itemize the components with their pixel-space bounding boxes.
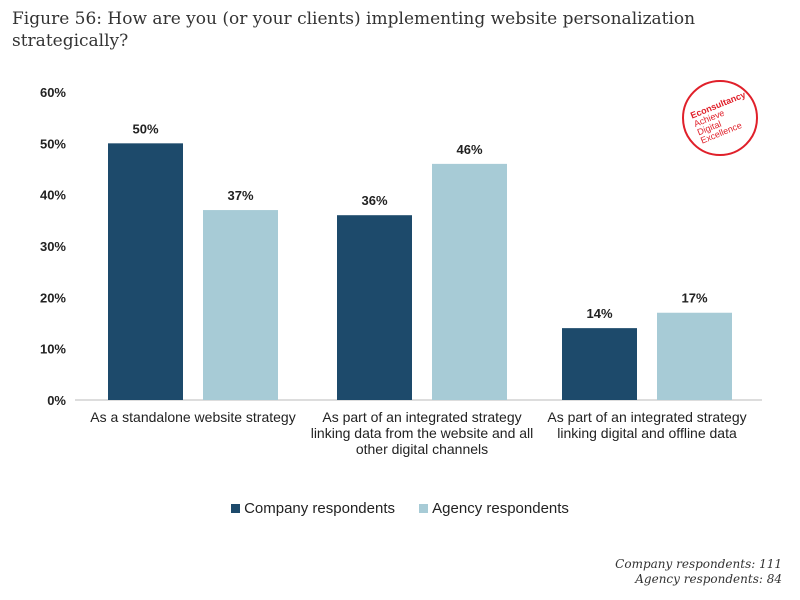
category-label: As part of an integrated strategy linkin…: [547, 409, 747, 441]
legend-swatch-agency: [419, 504, 429, 513]
econsultancy-logo: Econsultancy Achieve Digital Excellence: [682, 80, 758, 156]
data-label: 17%: [681, 291, 707, 306]
bar-company: [108, 143, 183, 401]
y-tick-label: 0%: [47, 393, 66, 408]
bar-agency: [432, 163, 507, 400]
legend-company: Company respondents: [231, 500, 395, 517]
bar-agency: [657, 312, 732, 400]
data-label: 37%: [227, 188, 253, 203]
bar-company: [337, 215, 412, 400]
bar-company: [562, 328, 637, 400]
data-label: 36%: [361, 193, 387, 208]
sample-notes: Company respondents: 111 Agency responde…: [615, 557, 782, 587]
data-label: 46%: [456, 142, 482, 157]
y-tick-label: 30%: [40, 239, 66, 254]
note-company: Company respondents: 111: [615, 557, 782, 571]
legend-label: Company respondents: [244, 500, 395, 517]
legend-agency: Agency respondents: [419, 500, 569, 517]
legend-label: Agency respondents: [432, 500, 569, 517]
category-label: As part of an integrated strategy linkin…: [310, 409, 534, 457]
y-tick-label: 20%: [40, 290, 66, 305]
legend-swatch-company: [231, 504, 241, 513]
y-tick-label: 40%: [40, 188, 66, 203]
data-label: 14%: [586, 306, 612, 321]
data-label: 50%: [132, 121, 158, 136]
y-tick-label: 50%: [40, 136, 66, 151]
bar-agency: [203, 210, 278, 400]
y-tick-label: 60%: [40, 85, 66, 100]
y-tick-label: 10%: [40, 342, 66, 357]
category-label: As a standalone website strategy: [90, 409, 296, 425]
legend: Company respondents Agency respondents: [0, 500, 800, 517]
note-agency: Agency respondents: 84: [635, 572, 782, 586]
chart-title: Figure 56: How are you (or your clients)…: [12, 9, 696, 51]
